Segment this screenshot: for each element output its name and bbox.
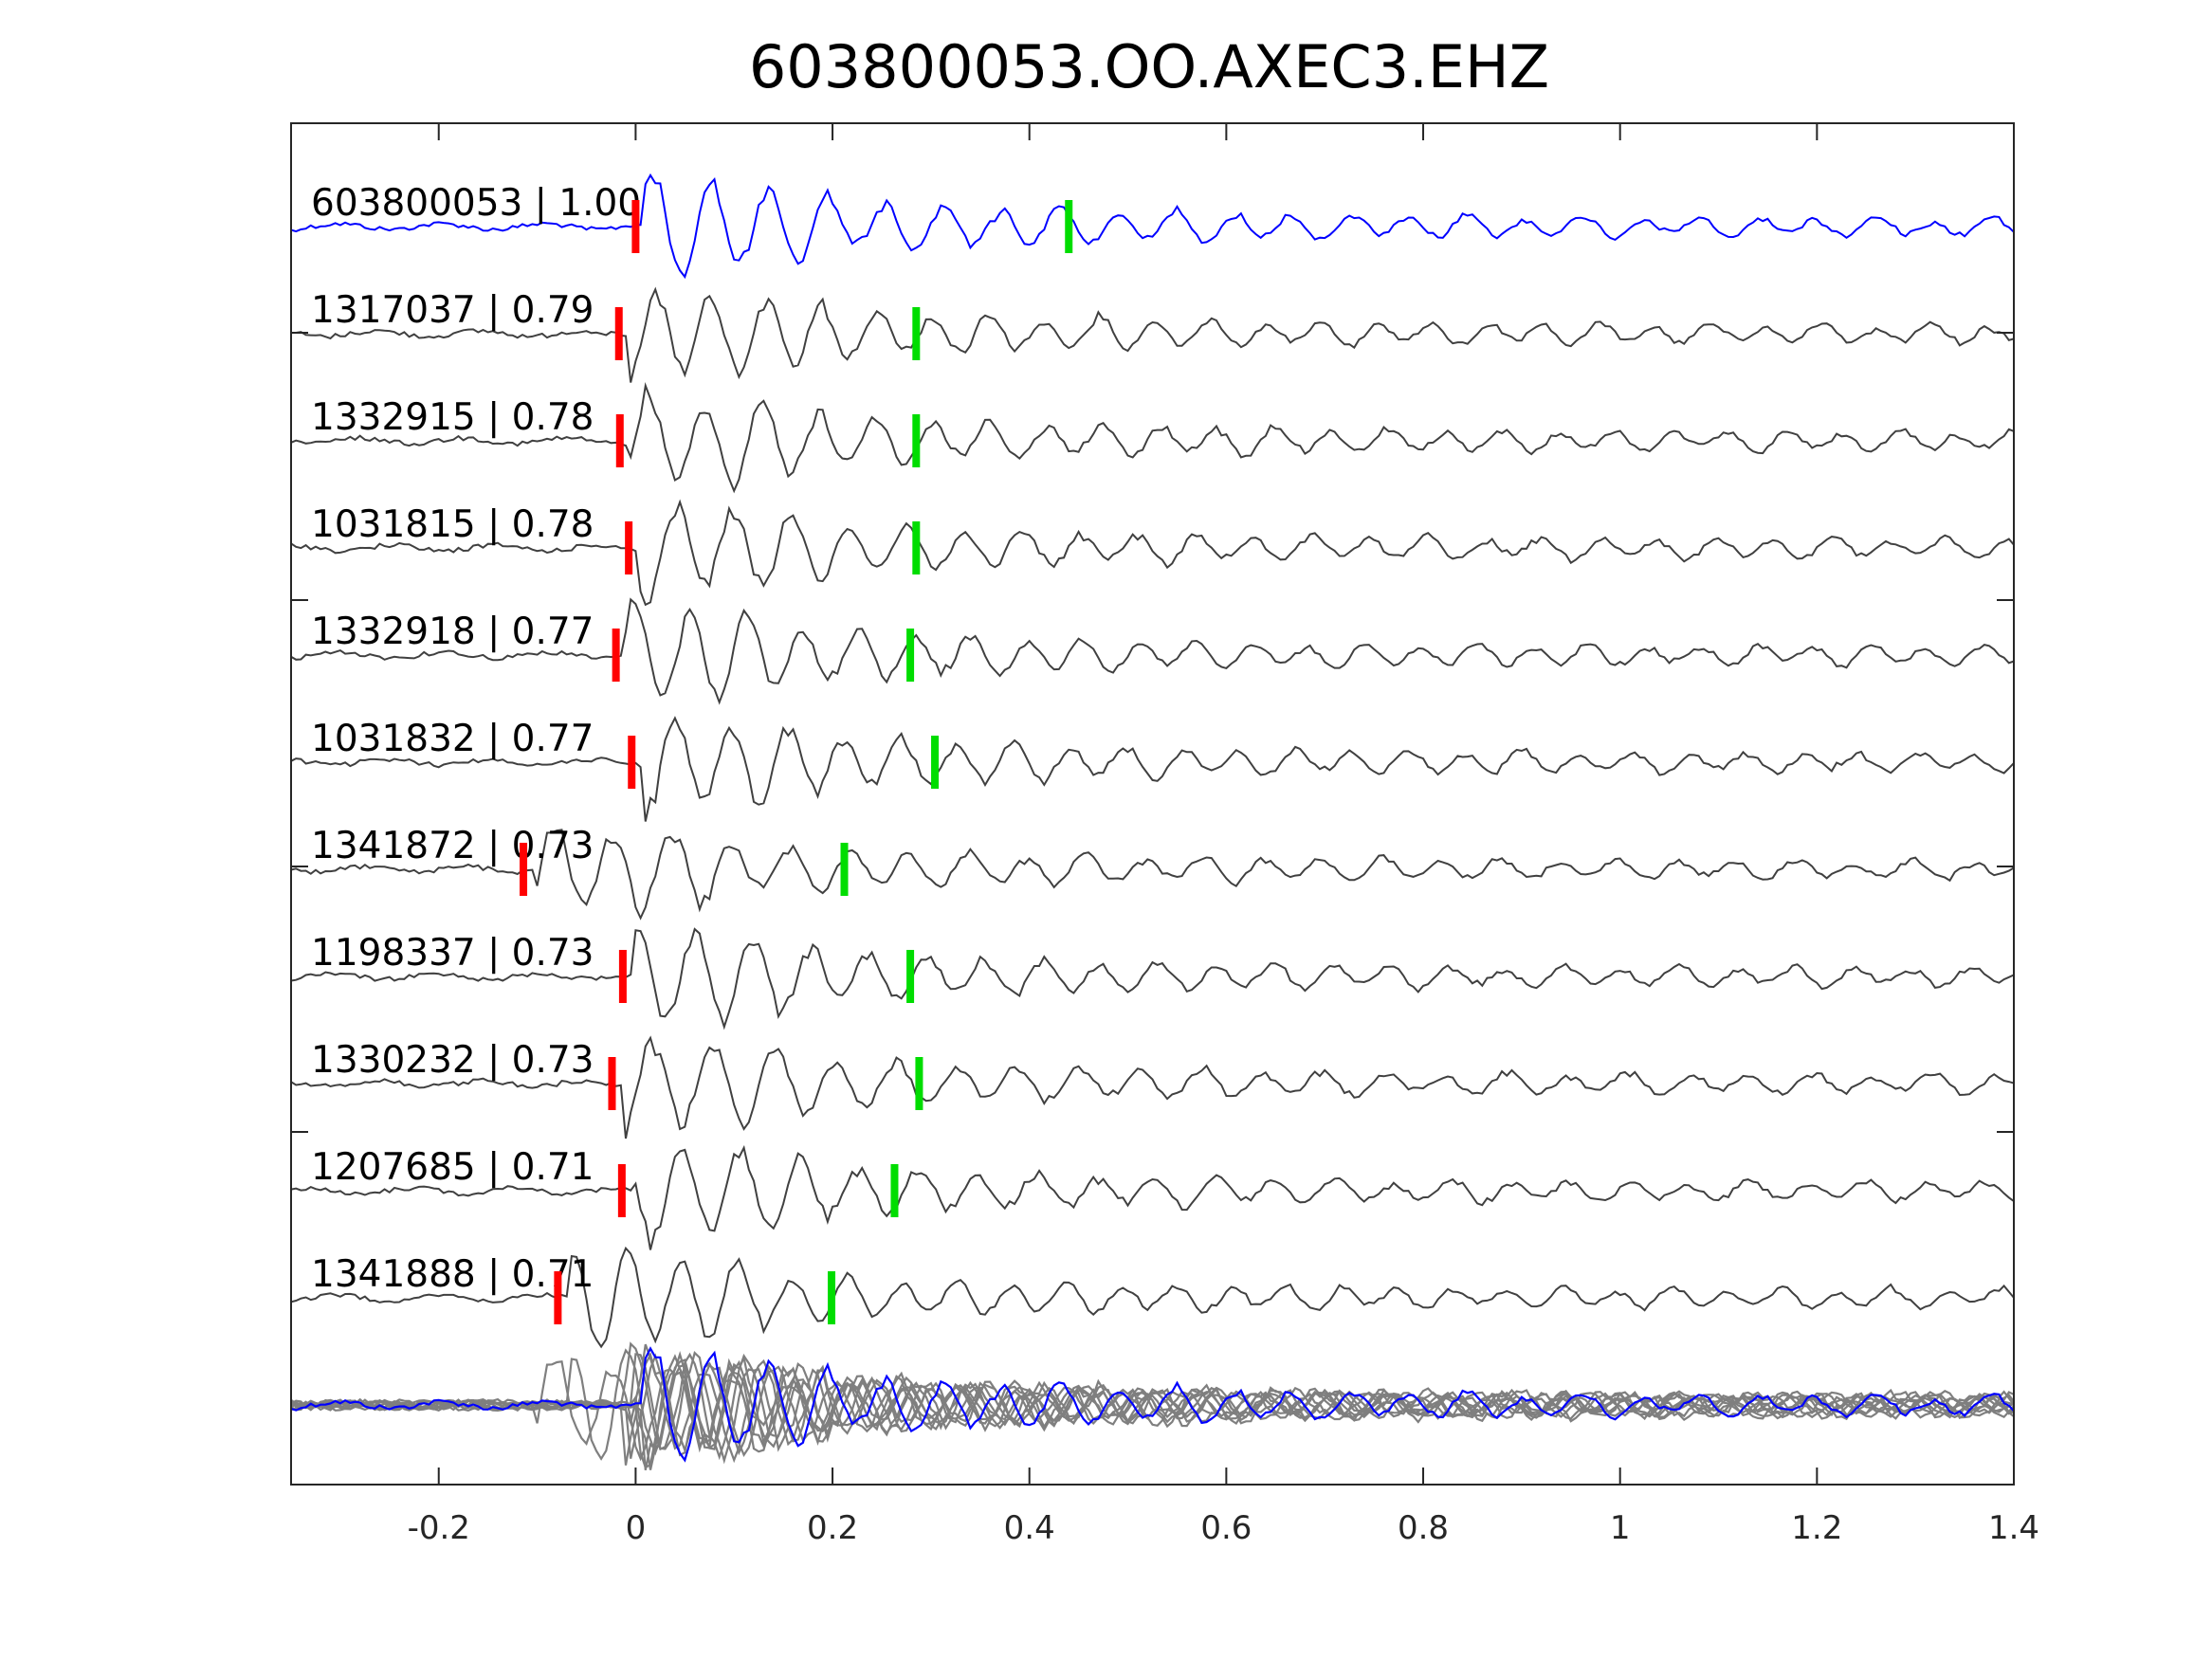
s-pick-marker [890, 1164, 899, 1217]
x-tick-label: 1.4 [1988, 1509, 2039, 1547]
trace-label: 1341888 | 0.71 [311, 1253, 594, 1296]
x-tick-label: 0 [626, 1509, 647, 1547]
s-pick-marker [912, 521, 921, 574]
x-tick-label: 0.8 [1398, 1509, 1449, 1547]
trace-label: 1332918 | 0.77 [311, 611, 594, 653]
trace-line [290, 1246, 2015, 1349]
stack-trace [290, 1354, 2015, 1470]
x-tick-label: 1.2 [1791, 1509, 1842, 1547]
s-pick-marker [1065, 200, 1073, 253]
p-pick-marker [618, 950, 627, 1003]
x-tick-label: 0.2 [807, 1509, 858, 1547]
s-pick-marker [906, 629, 915, 682]
trace-label: 1207685 | 0.71 [311, 1146, 594, 1189]
trace-label: 603800053 | 1.00 [311, 182, 641, 225]
trace-line [290, 716, 2015, 822]
x-tick-label: 0.4 [1004, 1509, 1055, 1547]
trace-line [290, 829, 2015, 921]
trace-line [290, 173, 2015, 280]
p-pick-marker [617, 1164, 626, 1217]
s-pick-marker [828, 1271, 836, 1324]
s-pick-marker [906, 950, 915, 1003]
trace-line [290, 382, 2015, 494]
x-tick-label: 0.6 [1200, 1509, 1252, 1547]
stack-template-trace [290, 1346, 2015, 1463]
p-pick-marker [612, 629, 620, 682]
trace-line [290, 1035, 2015, 1139]
trace-label: 1330232 | 0.73 [311, 1039, 594, 1082]
trace-label: 1317037 | 0.79 [311, 289, 594, 332]
p-pick-marker [520, 843, 528, 896]
plot-frame [290, 122, 2015, 1486]
x-tick-label: 1 [1610, 1509, 1631, 1547]
s-pick-marker [912, 414, 921, 467]
s-pick-marker [840, 843, 849, 896]
p-pick-marker [628, 736, 636, 789]
s-pick-marker [915, 1057, 923, 1110]
trace-label: 1031832 | 0.77 [311, 718, 594, 760]
p-pick-marker [608, 1057, 616, 1110]
p-pick-marker [625, 521, 633, 574]
trace-line [291, 286, 2015, 383]
trace-label: 1198337 | 0.73 [311, 932, 594, 975]
s-pick-marker [931, 736, 940, 789]
p-pick-marker [631, 200, 640, 253]
stack-trace [290, 1348, 2015, 1461]
trace-label: 1341872 | 0.73 [311, 825, 594, 867]
trace-line [290, 927, 2015, 1030]
p-pick-marker [554, 1271, 562, 1324]
traces-group: 603800053 | 1.00 1317037 | 0.79 1332915 | … [290, 173, 2015, 1471]
trace-line [290, 1144, 2015, 1250]
p-pick-marker [615, 414, 624, 467]
chart-title: 603800053.OO.AXEC3.EHZ [749, 32, 1549, 101]
trace-line [290, 499, 2015, 607]
trace-line [290, 597, 2015, 705]
x-tick-label: -0.2 [408, 1509, 470, 1547]
trace-label: 1332915 | 0.78 [311, 396, 594, 439]
p-pick-marker [614, 307, 623, 360]
trace-label: 1031815 | 0.78 [311, 503, 594, 546]
axes: -0.2 0 0.2 0.4 0.6 0.8 1 1.2 1.4 [290, 122, 2039, 1547]
s-pick-marker [912, 307, 921, 360]
